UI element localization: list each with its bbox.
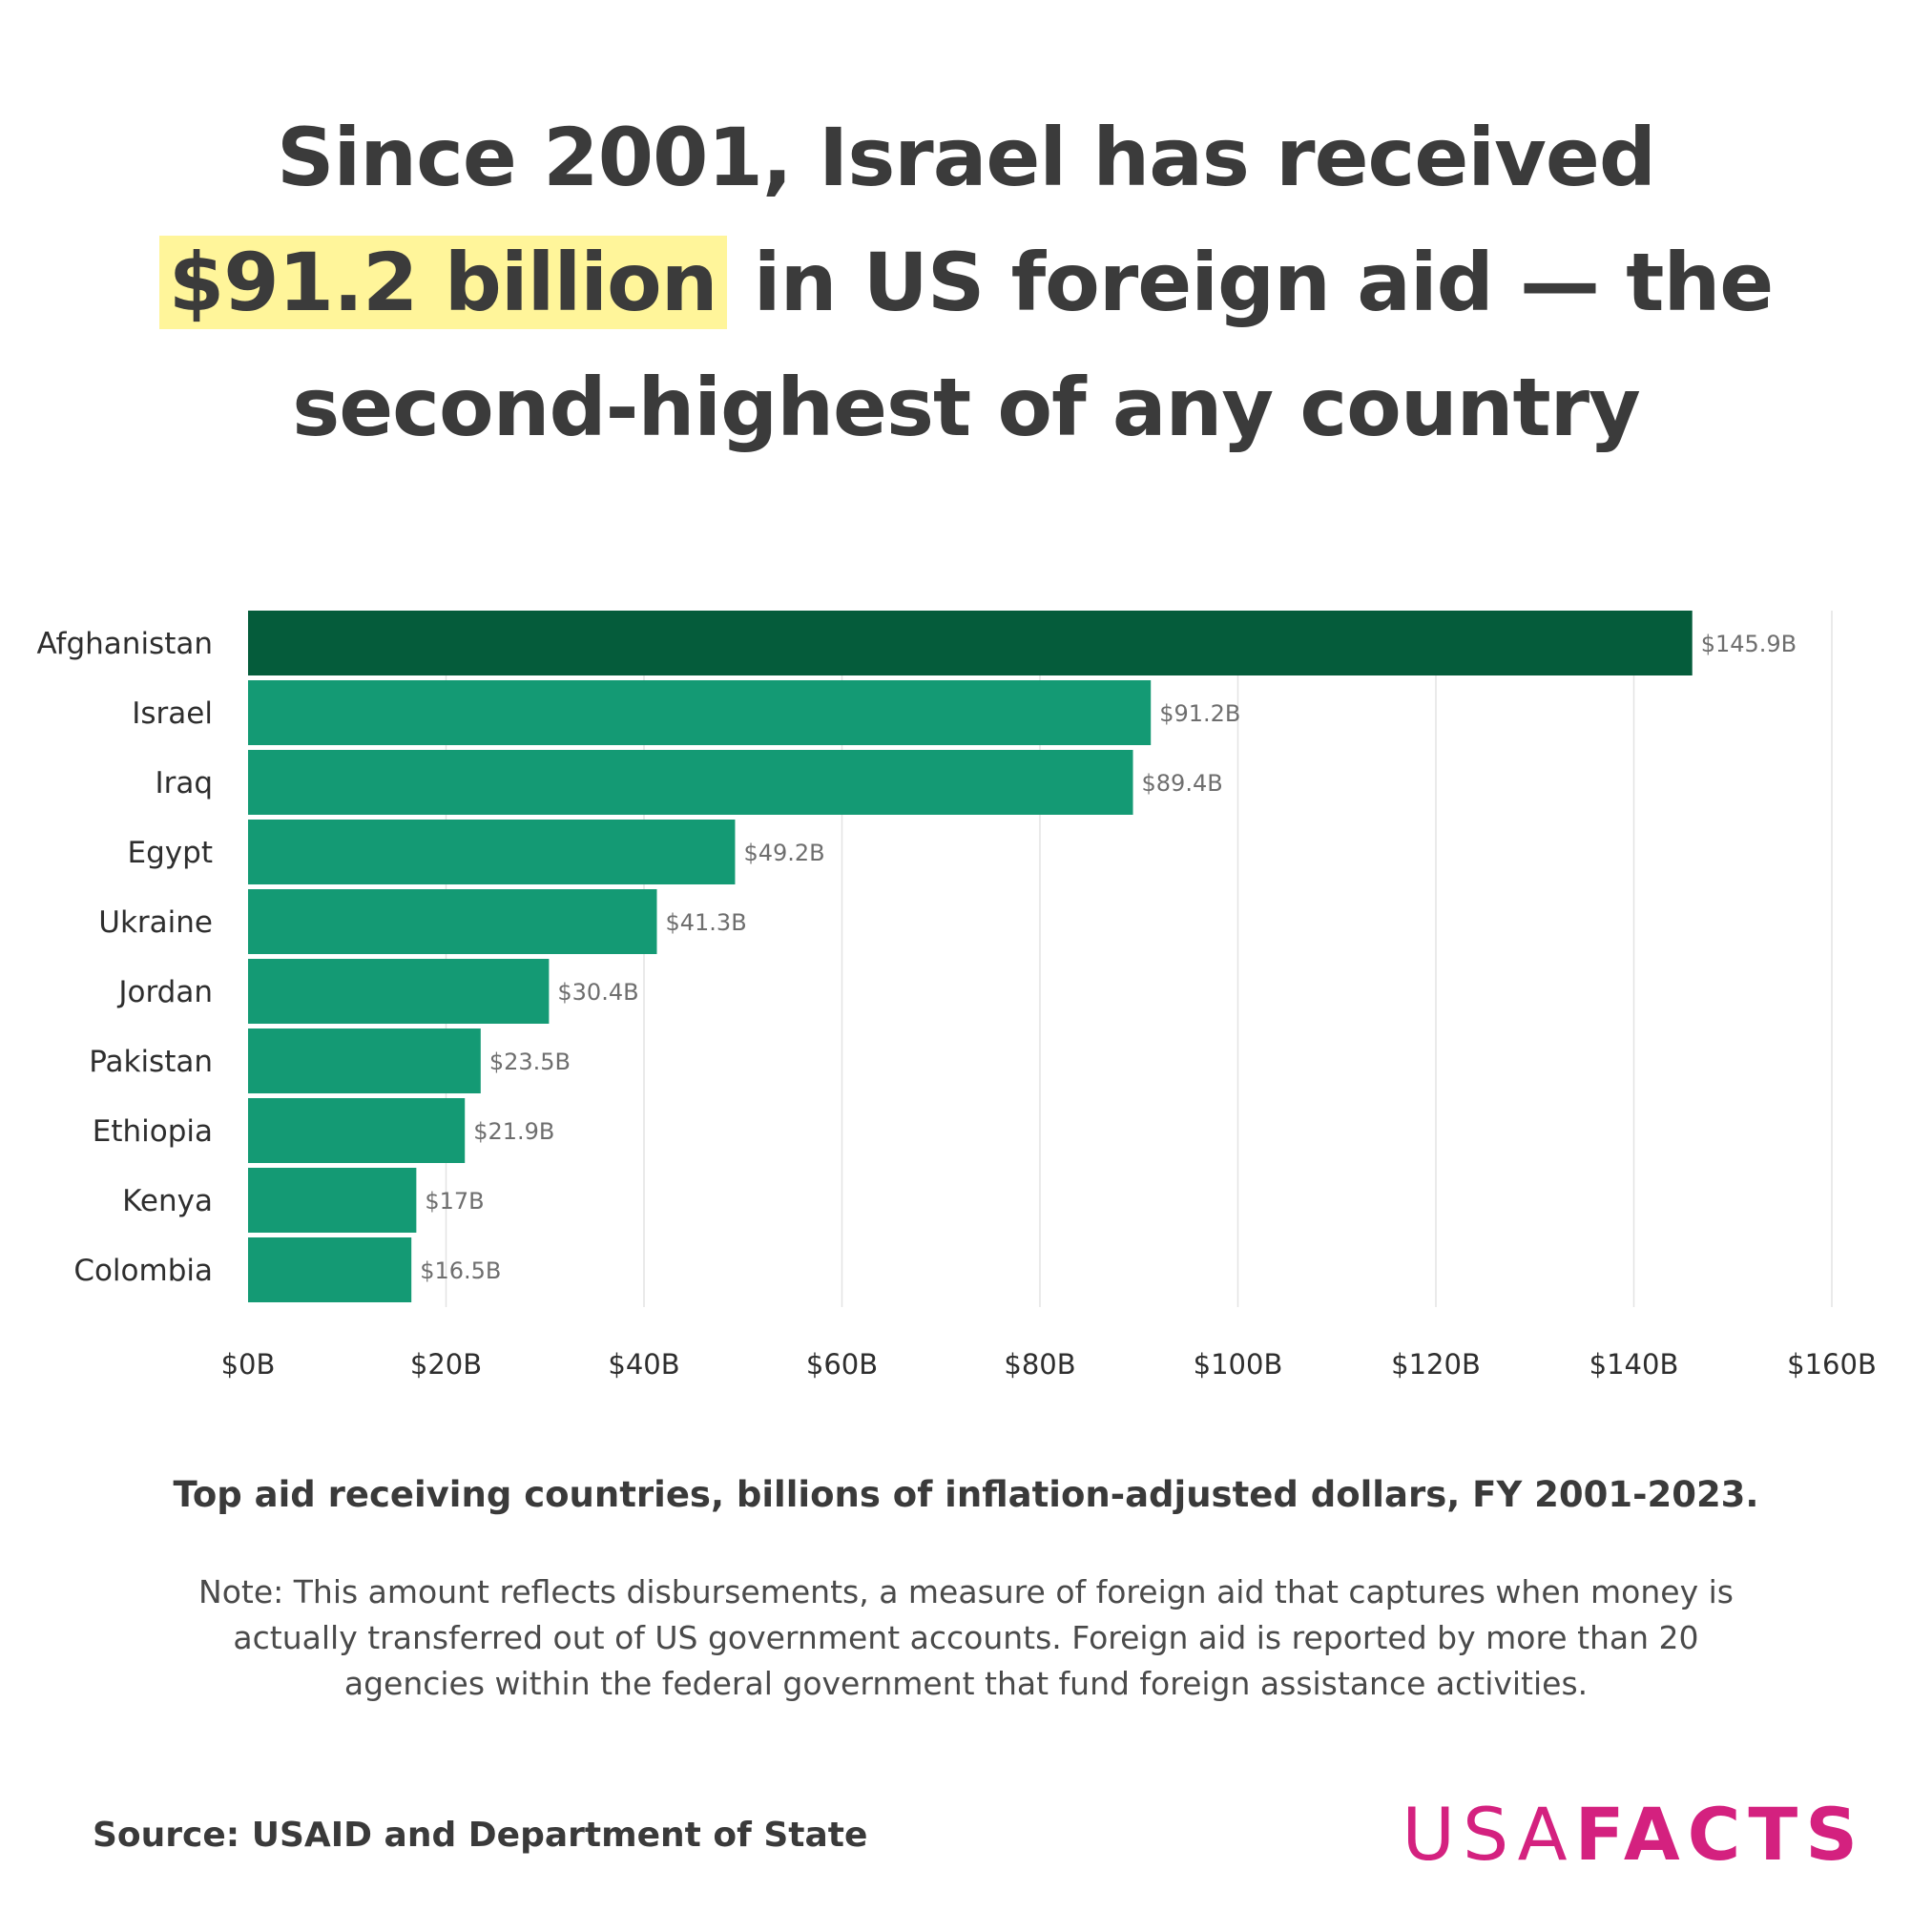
value-label: $21.9B <box>473 1118 554 1145</box>
x-tick-label: $0B <box>221 1348 276 1381</box>
x-tick-label: $80B <box>1004 1348 1075 1381</box>
category-label: Egypt <box>128 836 213 870</box>
headline-highlight: $91.2 billion <box>158 236 727 329</box>
x-tick-label: $60B <box>806 1348 878 1381</box>
bar-kenya <box>248 1168 417 1233</box>
bar-ukraine <box>248 889 657 954</box>
category-label: Pakistan <box>89 1045 213 1079</box>
bar-iraq <box>248 750 1133 815</box>
category-label: Iraq <box>155 766 213 800</box>
value-label: $17B <box>425 1188 484 1215</box>
chart-note: Note: This amount reflects disbursements… <box>198 1573 1734 1702</box>
headline-line-3: second-highest of any country <box>292 361 1641 454</box>
bar-jordan <box>248 959 550 1024</box>
x-tick-label: $40B <box>608 1348 679 1381</box>
category-label: Kenya <box>122 1184 213 1218</box>
x-tick-label: $20B <box>410 1348 482 1381</box>
value-label: $145.9B <box>1701 631 1797 657</box>
headline-line-2-rest: in US foreign aid — the <box>726 236 1774 329</box>
value-label: $41.3B <box>665 909 746 936</box>
x-tick-label: $120B <box>1391 1348 1481 1381</box>
headline-line-1: Since 2001, Israel has received <box>277 111 1656 204</box>
value-label: $23.5B <box>489 1049 571 1075</box>
x-axis-ticks: $0B $20B $40B $60B $80B $100B $120B $140B $160B <box>221 1348 1877 1381</box>
bar-pakistan <box>248 1028 481 1093</box>
bar-chart: Afghanistan Israel Iraq Egypt Ukraine Jordan P… <box>36 611 1877 1381</box>
value-labels: $145.9B $91.2B $89.4B $49.2B $41.3B $30.4B $23… <box>420 631 1797 1284</box>
bar-colombia <box>248 1237 412 1302</box>
value-label: $49.2B <box>743 840 824 866</box>
bar-israel <box>248 680 1152 745</box>
headline: Since 2001, Israel has received $91.2 bi… <box>0 95 1932 470</box>
logo-facts: FACTS <box>1574 1792 1865 1877</box>
chart-caption: Top aid receiving countries, billions of… <box>173 1474 1759 1515</box>
value-label: $91.2B <box>1159 700 1240 727</box>
value-label: $89.4B <box>1142 770 1223 797</box>
category-label: Jordan <box>116 975 213 1009</box>
bars <box>248 611 1693 1302</box>
category-label: Ukraine <box>98 905 213 940</box>
category-label: Israel <box>132 696 213 731</box>
bar-afghanistan <box>248 611 1693 675</box>
category-label: Ethiopia <box>93 1114 213 1149</box>
logo-usa: USA <box>1402 1792 1575 1877</box>
x-tick-label: $100B <box>1194 1348 1283 1381</box>
x-tick-label: $160B <box>1787 1348 1877 1381</box>
usafacts-logo: USAFACTS <box>1402 1792 1865 1878</box>
x-tick-label: $140B <box>1589 1348 1679 1381</box>
bar-egypt <box>248 820 736 884</box>
value-label: $30.4B <box>557 979 638 1006</box>
category-label: Colombia <box>73 1254 213 1288</box>
value-label: $16.5B <box>420 1257 501 1284</box>
category-labels: Afghanistan Israel Iraq Egypt Ukraine Jordan P… <box>36 627 213 1288</box>
headline-line-2: $91.2 billion in US foreign aid — the <box>0 220 1932 345</box>
source-text: Source: USAID and Department of State <box>93 1816 868 1855</box>
bar-ethiopia <box>248 1098 466 1163</box>
category-label: Afghanistan <box>36 627 213 661</box>
